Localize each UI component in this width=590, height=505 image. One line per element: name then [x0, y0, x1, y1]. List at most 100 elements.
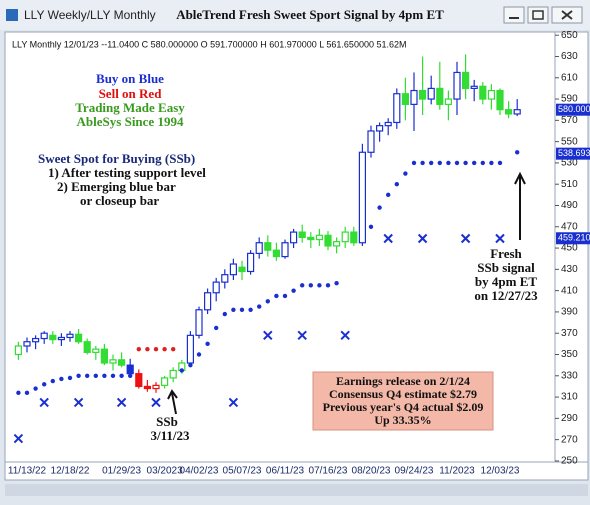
- x-tick-label: 09/24/23: [395, 466, 434, 477]
- scroll-bar[interactable]: [5, 484, 588, 496]
- candle-body: [401, 93, 409, 105]
- x-tick-label: 03/2023: [147, 466, 184, 477]
- chart-title: AbleTrend Fresh Sweet Sport Signal by 4p…: [176, 7, 444, 22]
- candle-body: [109, 359, 117, 364]
- earnings-text: Earnings release on 2/1/24 Consensus Q4 …: [323, 374, 484, 427]
- stop-dot: [67, 375, 73, 381]
- candle-body: [161, 377, 169, 386]
- candle-body: [384, 121, 392, 127]
- candle-body: [444, 98, 452, 105]
- candle-body: [83, 341, 91, 353]
- x-marker: [13, 433, 24, 444]
- price-tag-label: 580.000: [558, 104, 590, 114]
- candle-body: [255, 242, 263, 254]
- candle-body: [126, 364, 134, 375]
- app-icon: [6, 9, 18, 21]
- x-marker: [116, 397, 127, 408]
- stop-dot: [394, 182, 399, 187]
- x-marker: [460, 233, 471, 244]
- stop-dot: [136, 346, 141, 352]
- stop-dot: [179, 368, 184, 373]
- stop-dot: [497, 160, 503, 166]
- stop-dot: [429, 160, 434, 166]
- date-axis: [4, 461, 589, 481]
- fresh-arrow: [514, 171, 526, 240]
- stop-dot: [171, 346, 176, 352]
- candle-body: [195, 309, 203, 336]
- title-bar: [0, 0, 590, 30]
- candle-body: [462, 71, 470, 90]
- y-tick-label: 370: [561, 328, 578, 339]
- note: Buy on Blue: [96, 71, 164, 86]
- y-tick-label: 590: [561, 94, 578, 105]
- y-tick-label: 510: [561, 179, 578, 190]
- candle-body: [135, 373, 143, 388]
- note: SSb signal: [477, 260, 535, 275]
- y-tick-label: 390: [561, 307, 578, 318]
- x-tick-label: 11/2023: [439, 466, 475, 477]
- x-tick-label: 04/02/23: [180, 466, 219, 477]
- candle-body: [247, 252, 255, 273]
- candle-body: [49, 334, 57, 341]
- candle-body: [496, 89, 504, 111]
- y-tick-label: 290: [561, 413, 578, 424]
- candle-body: [393, 93, 401, 124]
- fresh-note: Fresh SSb signal by 4pm ET on 12/27/23: [474, 246, 538, 303]
- y-tick-label: 630: [561, 51, 578, 62]
- candle-body: [427, 87, 435, 100]
- candle-body: [169, 369, 177, 379]
- y-tick-label: 350: [561, 349, 578, 360]
- candle-body: [229, 263, 237, 276]
- stop-dot: [489, 160, 494, 166]
- candle-body: [410, 89, 418, 105]
- y-tick-label: 450: [561, 243, 578, 254]
- candle-body: [31, 337, 40, 343]
- candle-body: [264, 242, 272, 251]
- note: SSb: [156, 414, 178, 429]
- x-marker: [228, 397, 239, 408]
- stop-dot: [16, 390, 21, 396]
- stop-dot: [196, 352, 202, 357]
- note: Up 33.35%: [374, 413, 431, 427]
- maximize-button[interactable]: [527, 6, 549, 24]
- note: by 4pm ET: [475, 274, 537, 289]
- y-tick-label: 650: [561, 30, 578, 41]
- note: Sell on Red: [99, 86, 163, 101]
- note: 3/11/23: [150, 428, 190, 443]
- info-line: LLY Monthly 12/01/23 --11.0400 C 580.000…: [12, 39, 406, 49]
- candle-body: [350, 231, 358, 244]
- y-tick-label: 410: [561, 285, 578, 296]
- x-marker: [39, 397, 49, 408]
- candle-body: [419, 89, 427, 100]
- candle-body: [298, 231, 306, 239]
- x-marker: [383, 233, 393, 244]
- candle-body: [221, 274, 229, 283]
- stop-dot: [119, 373, 124, 378]
- candle-body: [100, 348, 109, 364]
- x-tick-label: 07/16/23: [309, 466, 348, 477]
- stop-dot: [153, 346, 159, 352]
- price-axis: [554, 31, 589, 463]
- note: AbleSys Since 1994: [77, 114, 184, 129]
- stop-dot: [188, 362, 193, 368]
- price-tag-label: 459.210: [558, 233, 590, 243]
- stop-dot: [454, 160, 460, 166]
- x-marker: [297, 330, 307, 341]
- minimize-button[interactable]: [503, 6, 525, 24]
- candle-body: [281, 242, 289, 258]
- note: Consensus Q4 estimate $2.79: [329, 387, 477, 401]
- close-icon: [561, 10, 573, 20]
- stop-dot: [145, 346, 150, 352]
- candle-body: [333, 241, 341, 247]
- stop-dot: [437, 160, 442, 166]
- stop-dot: [291, 288, 296, 293]
- candle-body: [14, 345, 22, 356]
- y-tick-label: 530: [561, 158, 578, 169]
- ssb-note: SSb 3/11/23: [150, 414, 190, 443]
- stop-dot: [205, 341, 210, 347]
- x-tick-label: 06/11/23: [266, 466, 305, 477]
- stop-dot: [110, 373, 116, 378]
- price-tag-label: 538.693: [558, 148, 590, 158]
- stop-dot: [102, 373, 107, 378]
